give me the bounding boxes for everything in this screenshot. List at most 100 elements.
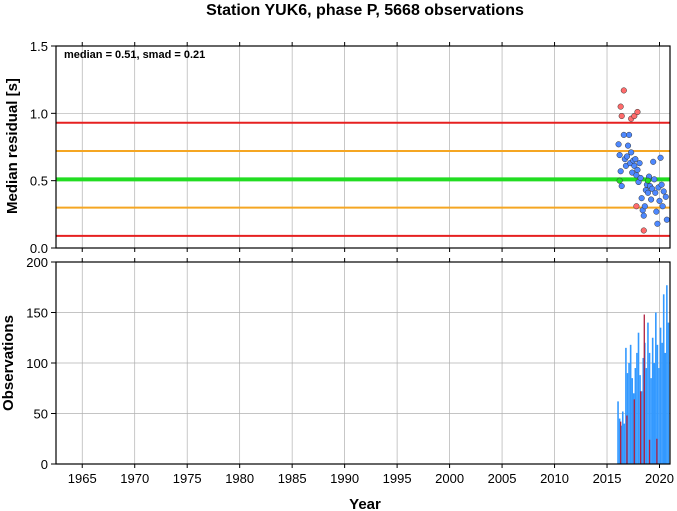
residual-point-0-2 (620, 87, 627, 94)
observation-bar-1-2 (633, 399, 635, 464)
observation-bar-0-18 (645, 368, 648, 464)
residual-point-1-27 (644, 189, 652, 196)
observation-bar-0-32 (667, 322, 670, 464)
observation-bar-1-6 (656, 438, 658, 464)
observation-bar-1-3 (639, 391, 642, 464)
residual-plot-border (55, 45, 671, 249)
residual-point-1-7 (623, 153, 631, 160)
residual-point-1-44 (663, 216, 670, 223)
residual-point-1-42 (660, 188, 667, 195)
residual-point-1-3 (618, 183, 625, 190)
observation-bar-0-19 (647, 322, 649, 464)
stats-annotation: median = 0.51, smad = 0.21 (64, 49, 205, 61)
observations-panel: 0 50 100 150 200 (26, 255, 671, 472)
residual-point-1-36 (654, 220, 661, 227)
xtick-label-7: 2000 (435, 471, 464, 486)
residual-point-2-1 (644, 177, 652, 184)
residual-ytick-label-2: 1.0 (30, 106, 48, 121)
observation-bar-0-11 (634, 368, 637, 464)
xtick-label-1: 1970 (120, 471, 149, 486)
residual-point-1-20 (637, 174, 644, 182)
chart-title: Station YUK6, phase P, 5668 observations (206, 2, 524, 19)
residual-point-1-23 (640, 212, 647, 219)
observation-bar-0-7 (628, 363, 630, 464)
observation-bar-0-30 (664, 352, 667, 464)
observation-bar-0-9 (631, 378, 634, 464)
residual-point-1-1 (616, 152, 623, 159)
observations-plot-border (55, 261, 671, 465)
residual-point-2-0 (616, 177, 623, 184)
y-axis-label-observations: Observations (0, 315, 17, 411)
xtick-label-2: 1975 (173, 471, 202, 486)
residual-point-1-11 (628, 149, 635, 156)
observation-bar-0-13 (637, 332, 640, 464)
observations-ytick-label-4: 200 (26, 255, 48, 270)
residual-point-1-43 (662, 193, 669, 200)
residual-point-0-1 (618, 112, 625, 120)
observation-bar-0-29 (662, 294, 665, 464)
observations-ytick-label-1: 50 (34, 407, 48, 422)
residual-point-1-40 (658, 181, 665, 188)
xtick-label-8: 2005 (488, 471, 517, 486)
observation-bar-0-1 (618, 418, 621, 464)
residual-point-0-0 (617, 103, 624, 110)
residual-point-0-6 (633, 203, 640, 210)
xtick-label-6: 1995 (383, 471, 412, 486)
observations-ytick-label-3: 150 (26, 306, 48, 321)
observation-bar-0-16 (642, 357, 645, 464)
observation-bar-0-8 (629, 344, 632, 464)
residual-point-1-14 (631, 162, 638, 169)
residual-ytick-label-0: 0.0 (30, 241, 48, 256)
residual-point-1-4 (620, 131, 627, 138)
observation-bar-0-3 (621, 411, 624, 464)
observation-bar-0-22 (651, 337, 654, 464)
residual-point-1-21 (638, 195, 645, 202)
residual-point-0-4 (631, 112, 638, 120)
residual-point-1-2 (617, 168, 624, 175)
observation-bar-0-21 (650, 378, 652, 464)
observation-bar-1-4 (643, 314, 645, 464)
residual-point-1-19 (636, 160, 643, 167)
xtick-label-5: 1990 (330, 471, 359, 486)
residual-point-1-41 (659, 203, 666, 210)
observation-bar-1-5 (648, 439, 651, 464)
residual-point-1-0 (615, 141, 622, 148)
residual-point-0-5 (634, 108, 641, 116)
observation-bar-0-4 (623, 423, 626, 464)
xtick-label-3: 1980 (225, 471, 254, 486)
observation-bar-0-27 (659, 327, 662, 464)
xtick-label-0: 1965 (68, 471, 97, 486)
residual-point-1-24 (641, 203, 648, 210)
xtick-label-4: 1985 (278, 471, 307, 486)
x-axis-label: Year (349, 496, 381, 511)
observation-bar-0-5 (625, 347, 627, 464)
residual-plot-background (56, 46, 670, 248)
observation-bar-0-28 (661, 342, 663, 464)
residual-point-1-8 (624, 142, 632, 149)
residual-point-1-33 (651, 176, 658, 183)
residual-point-1-30 (648, 196, 655, 203)
residual-point-1-15 (632, 156, 639, 163)
residual-ytick-label-3: 1.5 (30, 39, 48, 54)
observation-bar-0-15 (640, 391, 643, 464)
residual-point-1-38 (656, 197, 663, 204)
observation-bar-1-1 (626, 415, 628, 464)
observation-bar-1-0 (620, 421, 622, 464)
observation-bar-0-20 (648, 352, 651, 464)
xtick-label-10: 2015 (593, 471, 622, 486)
observation-bar-0-23 (653, 363, 656, 464)
observations-ytick-label-0: 0 (41, 457, 48, 472)
observation-bar-0-12 (636, 352, 638, 464)
xtick-label-9: 2010 (540, 471, 569, 486)
residual-point-1-9 (626, 131, 633, 138)
observation-bar-0-0 (617, 401, 619, 464)
observation-bar-0-24 (655, 312, 657, 464)
residual-ytick-label-1: 0.5 (30, 174, 48, 189)
residual-point-0-7 (640, 227, 647, 234)
observation-bar-0-26 (658, 368, 660, 464)
residual-point-1-35 (653, 208, 660, 215)
residual-point-1-39 (657, 154, 664, 161)
residual-point-1-34 (652, 189, 659, 196)
observation-bar-0-25 (656, 344, 659, 464)
